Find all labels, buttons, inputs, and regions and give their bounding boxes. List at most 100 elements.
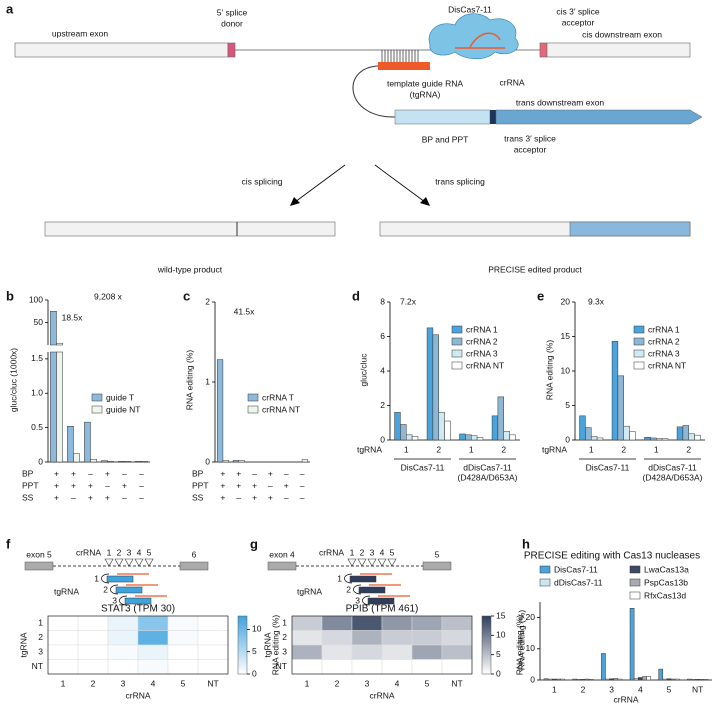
bar [465, 434, 472, 441]
bar [676, 426, 684, 441]
arrow [294, 164, 346, 203]
y-tick-label: 1.0 [31, 388, 43, 398]
chart-title: PRECISE editing with Cas13 nucleases [524, 551, 700, 562]
colorbar-label: RNA editing (%) [270, 615, 280, 676]
condition-value: + [268, 468, 273, 478]
heat-cell [351, 644, 383, 660]
arrow-head [290, 197, 300, 206]
condition-value: – [284, 468, 289, 478]
y-tick-label: 15 [561, 331, 571, 341]
label: crRNA [499, 77, 524, 87]
y-tick-label: 1 [282, 618, 287, 628]
colorbar-tick-label: 10 [496, 630, 506, 640]
heat-cell [107, 659, 139, 675]
heat-cell [107, 644, 139, 660]
heat-cell [321, 615, 353, 631]
condition-value: – [71, 492, 76, 502]
tgRNA-loop [362, 595, 371, 606]
x-tick-label: 4 [151, 678, 156, 688]
legend-label: crRNA 2 [648, 336, 680, 346]
heat-cell [77, 630, 109, 646]
crRNA-site [104, 558, 114, 567]
condition-value: + [88, 480, 93, 490]
exon [24, 561, 54, 571]
condition-value: – [252, 468, 257, 478]
x-tick-label: NT [451, 678, 462, 688]
panel-label: e [537, 288, 544, 303]
condition-value: + [268, 492, 273, 502]
x-tick-label: 4 [638, 684, 643, 694]
bar [426, 327, 434, 441]
bar [609, 678, 614, 681]
annotation: 9,208 x [94, 291, 123, 301]
heat-cell [167, 615, 199, 631]
y-tick-label: 1 [205, 376, 210, 386]
legend-swatch [633, 349, 645, 358]
x-axis-label: crRNA [369, 690, 394, 700]
heat-cell [197, 630, 229, 646]
bar [73, 453, 80, 463]
condition-label: BP [22, 468, 34, 478]
tgRNA-id: 2 [103, 584, 108, 594]
condition-label: PPT [22, 480, 39, 490]
panel-a: a upstream exon 5′ splice donor DisCas7-… [6, 1, 703, 274]
y-tick-label: 50 [34, 317, 44, 327]
splice-acceptor [539, 42, 548, 58]
label: cis downstream exon [582, 29, 662, 39]
edited-exon [569, 221, 691, 237]
bar [682, 425, 690, 441]
site-label: 3 [370, 547, 375, 557]
y-tick-label: 0 [205, 456, 210, 466]
x-tick-label: 2 [436, 444, 441, 454]
condition-value: + [105, 468, 110, 478]
x-tick-label: 2 [501, 444, 506, 454]
label: template guide RNA [387, 78, 463, 88]
heat-cell [321, 644, 353, 660]
bar [67, 426, 74, 463]
label: crRNA [319, 547, 344, 557]
bar [232, 460, 240, 463]
condition-value: – [139, 492, 144, 502]
legend-swatch [633, 361, 645, 370]
bar [674, 678, 680, 681]
bar [459, 433, 466, 441]
site-label: 4 [380, 547, 385, 557]
crRNA-site [357, 558, 367, 567]
y-axis-label: tgRNA [18, 632, 28, 657]
legend-label: crRNA 1 [648, 324, 680, 334]
heat-cell [321, 659, 353, 675]
exon-label: exon 4 [269, 549, 295, 559]
tgRNA-loop [119, 595, 128, 606]
bar [572, 678, 578, 681]
heat-cell [47, 644, 79, 660]
bar [687, 678, 692, 681]
heat-cell [411, 630, 443, 646]
heat-cell [381, 659, 413, 675]
y-tick-label: 3 [282, 647, 287, 657]
y-axis-label: tgRNA [262, 632, 272, 657]
x-tick-label: 1 [552, 684, 557, 694]
legend-swatch [539, 578, 551, 587]
heat-cell [47, 615, 79, 631]
site-label: 5 [390, 547, 395, 557]
condition-value: – [300, 468, 305, 478]
x-tick-label: 5 [667, 684, 672, 694]
x-tick-label: 5 [181, 678, 186, 688]
label: PRECISE edited product [488, 264, 582, 274]
bar [432, 334, 439, 441]
condition-value: – [268, 480, 273, 490]
cis-exon [546, 42, 691, 58]
heat-cell [381, 630, 413, 646]
site-label: 2 [117, 547, 122, 557]
condition-value: + [54, 480, 59, 490]
condition-value: + [122, 480, 127, 490]
legend-label: crRNA T [262, 392, 294, 402]
bar [301, 459, 309, 463]
y-tick-label: 0.5 [31, 422, 43, 432]
y-tick-label: 2 [205, 296, 210, 306]
group-label: dDisCas7-11 [648, 462, 697, 472]
condition-value: + [54, 492, 59, 502]
bar [141, 461, 148, 463]
bar [411, 436, 419, 441]
bar [623, 425, 630, 441]
